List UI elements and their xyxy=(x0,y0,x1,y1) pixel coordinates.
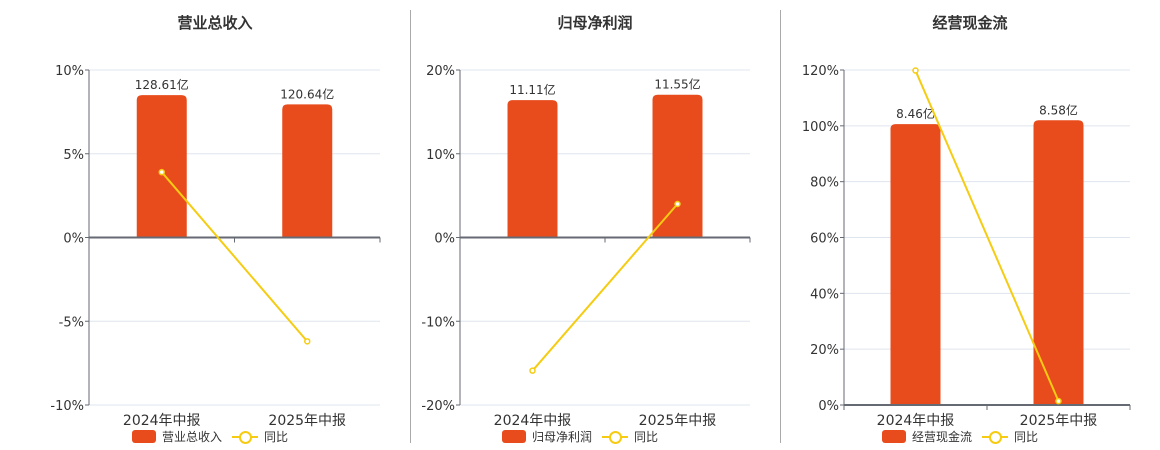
chart-panel-operating-cashflow: 经营现金流 120% 100% 80% 60% 40% 20% 0% 8.46亿 8.58亿 20… xyxy=(780,0,1160,450)
x-tick-label: 2024年中报 xyxy=(877,413,955,429)
bar-value-label: 11.55亿 xyxy=(654,77,700,92)
y-tick-label: 100% xyxy=(802,120,839,135)
bar-value-label: 120.64亿 xyxy=(280,86,334,101)
yoy-point[interactable] xyxy=(1055,397,1062,405)
yoy-line xyxy=(914,70,1060,402)
bar[interactable] xyxy=(652,94,703,238)
chart-title: 归母净利润 xyxy=(557,14,633,32)
chart-plot-operating-cashflow: 120% 100% 80% 60% 40% 20% 0% 8.46亿 8.58亿 2024年中报 2… xyxy=(802,64,1131,429)
chart-legend: 经营现金流 同比 xyxy=(882,428,1038,445)
panel-divider xyxy=(780,10,781,443)
x-tick-label: 2025年中报 xyxy=(268,413,346,429)
chart-plot-net-profit: 20% 10% 0% -10% -20% 11.11亿 11.55亿 2024年中报 2025年… xyxy=(421,64,751,429)
legend-line-label[interactable]: 同比 xyxy=(634,430,659,444)
y-tick-label: 120% xyxy=(802,64,839,79)
legend-line-swatch-icon xyxy=(982,430,1009,444)
chart-title: 经营现金流 xyxy=(932,14,1008,32)
panel-divider xyxy=(410,10,411,443)
legend-line-label[interactable]: 同比 xyxy=(264,430,289,444)
legend-bar-swatch xyxy=(502,430,526,443)
legend-line-label[interactable]: 同比 xyxy=(1014,430,1039,444)
y-tick-label: 10% xyxy=(426,148,455,163)
legend-line-swatch-icon xyxy=(602,430,629,444)
legend-bar-swatch xyxy=(882,430,906,443)
x-tick-label: 2025年中报 xyxy=(1020,413,1098,429)
yoy-point[interactable] xyxy=(674,200,681,208)
chart-panel-revenue: 营业总收入 10% 5% 0% -5% -10% 128.61亿 120.64亿 2024年中… xyxy=(0,0,410,450)
y-tick-label: -20% xyxy=(421,399,455,414)
y-tick-label: 60% xyxy=(810,232,839,247)
yoy-point[interactable] xyxy=(529,367,536,374)
legend-bar-label[interactable]: 归母净利润 xyxy=(532,430,593,444)
yoy-line xyxy=(160,171,309,343)
bar[interactable] xyxy=(136,95,187,238)
legend-bar-label[interactable]: 经营现金流 xyxy=(912,430,973,444)
y-tick-label: 10% xyxy=(55,64,84,79)
yoy-point[interactable] xyxy=(158,168,165,176)
bar-value-label: 8.46亿 xyxy=(896,106,935,121)
y-tick-label: -5% xyxy=(59,315,84,330)
chart-plot-revenue: 10% 5% 0% -5% -10% 128.61亿 120.64亿 2024年中报 2025年… xyxy=(50,64,381,429)
chart-legend: 营业总收入 同比 xyxy=(132,428,288,445)
legend-line-swatch-icon xyxy=(232,430,259,444)
y-tick-label: 80% xyxy=(810,176,839,191)
bar[interactable] xyxy=(890,124,941,406)
y-tick-label: 40% xyxy=(810,287,839,302)
y-tick-label: 0% xyxy=(63,232,84,247)
y-tick-label: 20% xyxy=(426,64,455,79)
x-tick-label: 2025年中报 xyxy=(639,413,717,429)
chart-panel-net-profit: 归母净利润 20% 10% 0% -10% -20% 11.11亿 11.55亿 2024年中… xyxy=(410,0,780,450)
y-tick-label: -10% xyxy=(421,315,455,330)
yoy-point[interactable] xyxy=(912,67,919,74)
y-tick-label: 0% xyxy=(434,232,455,247)
y-tick-label: 0% xyxy=(818,399,839,414)
bar-value-label: 8.58亿 xyxy=(1039,102,1078,117)
yoy-point[interactable] xyxy=(304,338,311,345)
x-tick-label: 2024年中报 xyxy=(494,413,572,429)
legend-bar-label[interactable]: 营业总收入 xyxy=(162,430,223,444)
chart-title: 营业总收入 xyxy=(177,14,253,32)
bar[interactable] xyxy=(1033,120,1084,405)
y-tick-label: 20% xyxy=(810,343,839,358)
y-tick-label: 5% xyxy=(63,148,84,163)
x-tick-label: 2024年中报 xyxy=(123,413,201,429)
chart-legend: 归母净利润 同比 xyxy=(502,428,658,445)
legend-bar-swatch xyxy=(132,430,156,443)
bar-value-label: 11.11亿 xyxy=(509,82,555,97)
bar[interactable] xyxy=(282,104,333,238)
y-tick-label: -10% xyxy=(50,399,84,414)
yoy-line xyxy=(531,203,679,372)
bar[interactable] xyxy=(507,100,558,238)
bar-value-label: 128.61亿 xyxy=(135,77,189,92)
